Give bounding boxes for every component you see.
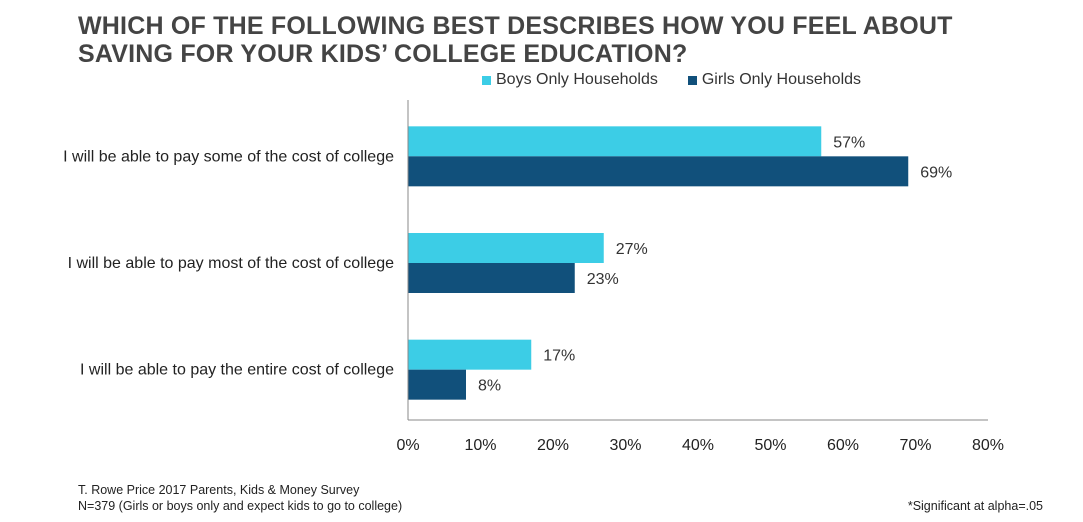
significance-note: *Significant at alpha=.05 [907, 499, 1043, 513]
x-tick-label: 60% [827, 437, 859, 454]
chart-legend: Boys Only Households Girls Only Househol… [482, 70, 861, 90]
bar [408, 233, 604, 263]
chart-source: T. Rowe Price 2017 Parents, Kids & Money… [78, 482, 402, 514]
category-label: I will be able to pay the entire cost of… [80, 362, 394, 379]
legend-swatch-boys [482, 75, 491, 85]
x-tick-label: 50% [754, 437, 786, 454]
data-label: 23% [587, 271, 619, 288]
bar [408, 263, 575, 293]
x-tick-label: 20% [537, 437, 569, 454]
data-label: 69% [920, 164, 952, 181]
x-tick-label: 0% [396, 437, 419, 454]
chart-title: WHICH OF THE FOLLOWING BEST DESCRIBES HO… [78, 12, 953, 68]
category-label: I will be able to pay most of the cost o… [68, 255, 395, 272]
data-label: 57% [833, 134, 865, 151]
legend-label-girls: Girls Only Households [701, 71, 862, 88]
x-tick-label: 80% [972, 437, 1004, 454]
x-tick-label: 10% [464, 437, 496, 454]
source-line-1: T. Rowe Price 2017 Parents, Kids & Money… [78, 483, 360, 497]
bar-chart: I will be able to pay some of the cost o… [63, 100, 1004, 454]
bar [408, 156, 909, 187]
x-tick-label: 40% [682, 437, 714, 454]
legend-swatch-girls [687, 75, 697, 85]
data-label: 8% [478, 378, 501, 395]
x-tick-label: 70% [899, 437, 931, 454]
bar [408, 339, 532, 370]
x-tick-label: 30% [609, 437, 641, 454]
source-line-2: N=379 (Girls or boys only and expect kid… [78, 499, 403, 513]
legend-label-boys: Boys Only Households [496, 71, 658, 88]
data-label: 27% [616, 241, 648, 258]
bar [408, 369, 466, 400]
legend-item-boys: Boys Only Households [482, 71, 658, 89]
category-label: I will be able to pay some of the cost o… [63, 148, 394, 165]
bar [408, 126, 822, 157]
data-label: 17% [543, 348, 575, 365]
legend-item-girls: Girls Only Households [687, 71, 862, 89]
